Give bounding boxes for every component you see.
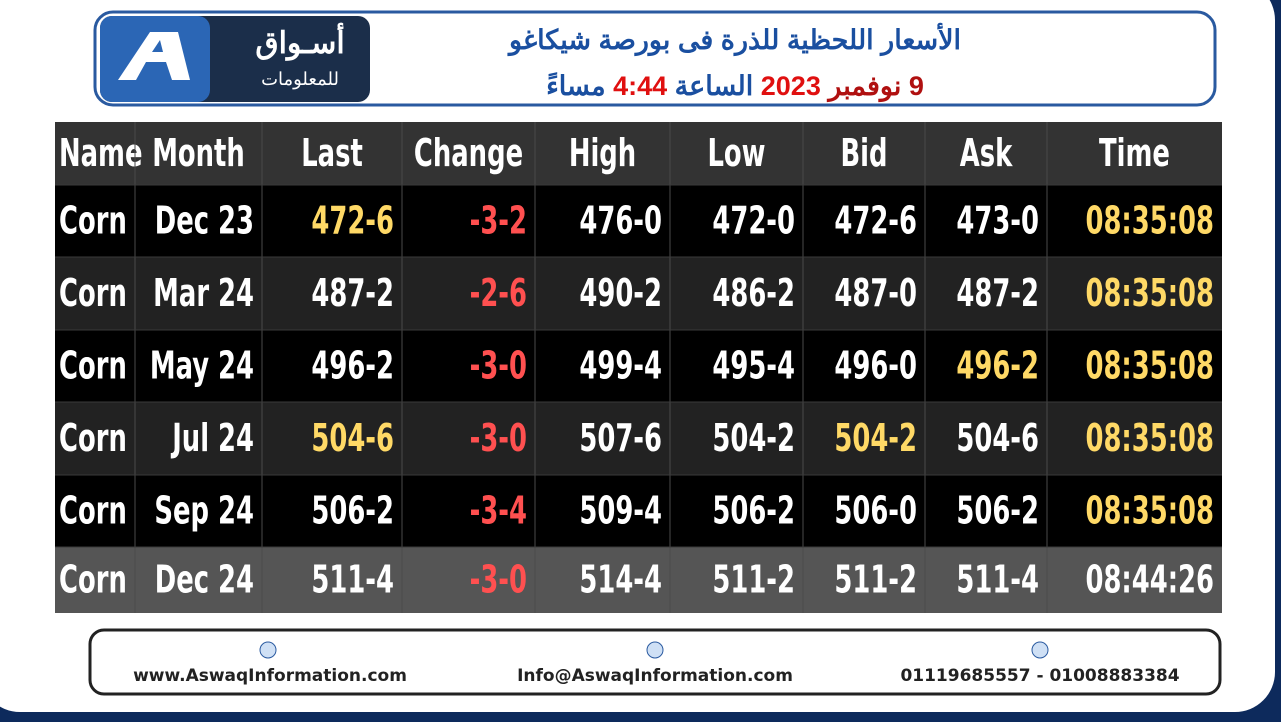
cell: 511-2 <box>712 557 795 601</box>
cell: 506-2 <box>311 488 394 532</box>
row-background <box>55 402 1222 475</box>
column-header: Bid <box>840 131 887 175</box>
cell: 511-4 <box>956 557 1039 601</box>
column-header: Low <box>707 131 765 175</box>
cell: Sep 24 <box>154 488 254 532</box>
cell: 08:35:08 <box>1085 488 1214 532</box>
cell: 507-6 <box>579 416 662 460</box>
cell: Dec 23 <box>155 198 254 242</box>
cell: 496-2 <box>956 343 1039 387</box>
cell: Mar 24 <box>153 271 254 315</box>
cell: 506-0 <box>834 488 917 532</box>
cell: 476-0 <box>579 198 662 242</box>
logo-main: أسـواق <box>255 22 344 61</box>
cell: 504-2 <box>712 416 795 460</box>
cell: 499-4 <box>579 343 662 387</box>
cell: -3-0 <box>470 416 527 460</box>
cell: Jul 24 <box>171 416 254 460</box>
subtitle-part: الساعة <box>675 71 761 101</box>
row-background <box>55 257 1222 330</box>
logo-icon <box>118 32 190 80</box>
cell: 509-4 <box>579 488 662 532</box>
cell: Corn <box>59 343 127 387</box>
column-header: Time <box>1099 131 1170 175</box>
cell: 504-6 <box>956 416 1039 460</box>
header-row <box>55 122 1222 185</box>
cell: 472-6 <box>311 198 394 242</box>
row-background <box>55 547 1222 613</box>
subtitle-part: 4:44 <box>613 71 675 101</box>
cell: May 24 <box>150 343 254 387</box>
row-background <box>55 475 1222 547</box>
cell: Corn <box>59 488 127 532</box>
cell: 496-0 <box>834 343 917 387</box>
logo-sub: للمعلومات <box>261 69 339 90</box>
cell: -2-6 <box>470 271 527 315</box>
cell: -3-2 <box>470 198 527 242</box>
cell: 511-2 <box>834 557 917 601</box>
phone-icon <box>1031 641 1049 659</box>
row-background <box>55 185 1222 257</box>
subtitle-part: 9 نوفمبر <box>826 71 924 103</box>
footer-box <box>88 628 1222 696</box>
subtitle: 9 نوفمبر 2023 الساعة 4:44 مساءً <box>546 71 924 103</box>
cell: 506-2 <box>956 488 1039 532</box>
cell: Corn <box>59 198 127 242</box>
mail-icon <box>646 641 664 659</box>
column-header: High <box>569 131 636 175</box>
cell: -3-4 <box>470 488 527 532</box>
cell: 08:35:08 <box>1085 271 1214 315</box>
cell: -3-0 <box>470 557 527 601</box>
column-header: Change <box>414 131 523 175</box>
cell: Corn <box>59 557 127 601</box>
email: Info@AswaqInformation.com <box>517 666 793 686</box>
cell: Corn <box>59 416 127 460</box>
phones: 01119685557 - 01008883384 <box>900 666 1179 686</box>
cell: 490-2 <box>579 271 662 315</box>
column-header: Last <box>301 131 363 175</box>
cell: 472-6 <box>834 198 917 242</box>
row-background <box>55 330 1222 402</box>
cell: 08:35:08 <box>1085 416 1214 460</box>
cell: 08:35:08 <box>1085 198 1214 242</box>
cell: Corn <box>59 271 127 315</box>
cell: 504-6 <box>311 416 394 460</box>
cell: 473-0 <box>956 198 1039 242</box>
website: www.AswaqInformation.com <box>133 666 407 686</box>
title: الأسعار اللحظية للذرة فى بورصة شيكاغو <box>507 23 961 57</box>
cell: 487-0 <box>834 271 917 315</box>
cell: 514-4 <box>579 557 662 601</box>
subtitle-part: مساءً <box>546 71 613 101</box>
cell: Dec 24 <box>155 557 254 601</box>
cell: -3-0 <box>470 343 527 387</box>
price-table: Name Month Last Change High Low Bid Ask Time Corn… <box>55 122 1222 613</box>
web-icon <box>259 641 277 659</box>
cell: 504-2 <box>834 416 917 460</box>
cell: 506-2 <box>712 488 795 532</box>
cell: 487-2 <box>956 271 1039 315</box>
column-header: Name <box>59 131 142 175</box>
subtitle-part: 2023 <box>761 71 829 101</box>
column-header: Ask <box>960 131 1014 175</box>
cell: 486-2 <box>712 271 795 315</box>
cell: 08:35:08 <box>1085 343 1214 387</box>
cell: 511-4 <box>311 557 394 601</box>
cell: 487-2 <box>311 271 394 315</box>
cell: 496-2 <box>311 343 394 387</box>
cell: 472-0 <box>712 198 795 242</box>
header-box <box>93 10 1217 107</box>
cell: 495-4 <box>712 343 795 387</box>
cell: 08:44:26 <box>1085 557 1214 601</box>
column-header: Month <box>152 131 245 175</box>
